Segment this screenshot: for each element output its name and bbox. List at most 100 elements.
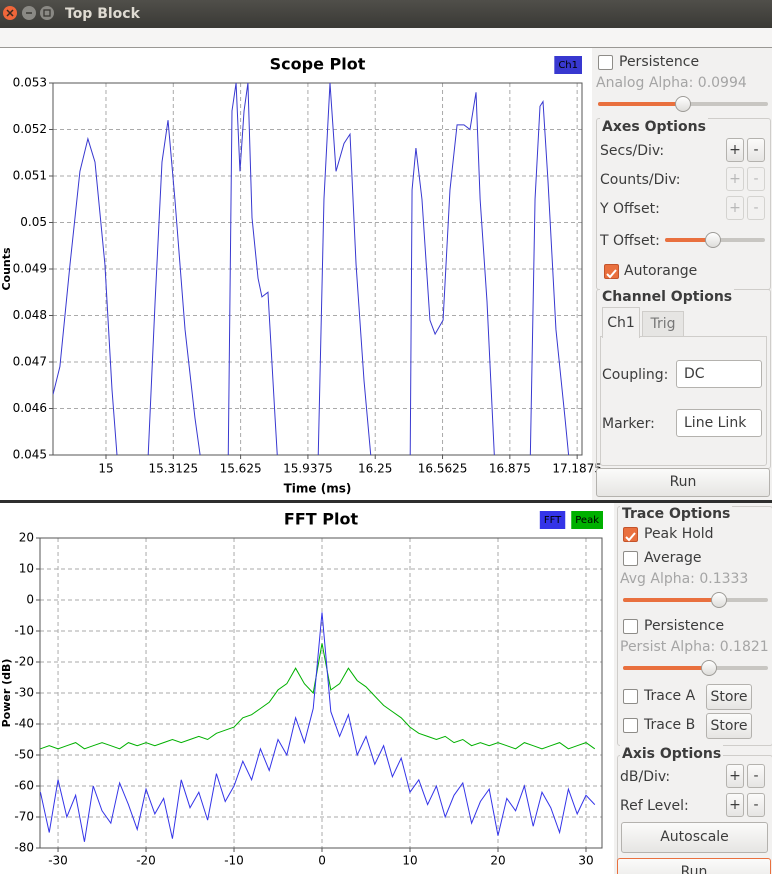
legend-label: FFT [544, 515, 562, 526]
label: Persist Alpha: 0.1821 [620, 639, 769, 655]
label: Marker: [602, 416, 655, 432]
button: + [726, 196, 744, 220]
checkbox[interactable] [623, 689, 638, 704]
y-tick-label: 0.047 [13, 355, 47, 369]
window-title: Top Block [65, 6, 141, 22]
tab[interactable]: Trig [642, 311, 684, 337]
x-tick-label: -10 [224, 854, 244, 868]
run-button[interactable]: Run [596, 468, 770, 497]
checkbox[interactable] [604, 264, 619, 279]
title-bar [0, 0, 772, 28]
label: Coupling: [602, 367, 669, 383]
plot-frame [52, 82, 583, 456]
legend-swatch [571, 511, 603, 529]
close-icon [6, 9, 14, 17]
combo-box[interactable]: Line Link [676, 409, 762, 437]
button[interactable]: + [726, 793, 744, 817]
y-tick-label: -50 [14, 748, 34, 762]
maximize-icon [43, 9, 51, 17]
store-button[interactable]: Store [706, 713, 752, 739]
slider[interactable] [623, 592, 768, 608]
button[interactable]: - [747, 764, 765, 788]
legend-swatch [554, 56, 582, 74]
y-tick-label: 0.052 [13, 122, 47, 136]
x-tick-label: 16.5625 [418, 462, 468, 476]
y-tick-label: 10 [19, 562, 34, 576]
x-tick-label: 16.875 [489, 462, 531, 476]
group-title: Trace Options [620, 505, 733, 523]
label: Counts/Div: [600, 172, 681, 188]
x-tick-label: 15 [98, 462, 113, 476]
checkbox[interactable] [623, 527, 638, 542]
x-tick-label: 20 [490, 854, 505, 868]
checkbox[interactable] [623, 619, 638, 634]
y-tick-label: 0.05 [20, 215, 47, 229]
group-title: Axes Options [600, 118, 708, 136]
button[interactable]: + [726, 764, 744, 788]
y-axis-label: Power (dB) [0, 659, 13, 728]
button: - [747, 196, 765, 220]
y-axis-label: Counts [0, 247, 13, 291]
y-tick-label: -40 [14, 717, 34, 731]
label: Autorange [624, 263, 698, 279]
plot-frame [39, 537, 603, 849]
checkbox[interactable] [623, 718, 638, 733]
series-line [40, 643, 596, 750]
group-title: Axis Options [620, 745, 724, 763]
button[interactable]: - [747, 793, 765, 817]
combo-box[interactable]: DC [676, 360, 762, 388]
y-tick-label: -60 [14, 779, 34, 793]
x-tick-label: 17.1875 [552, 462, 602, 476]
y-tick-label: 0.051 [13, 169, 47, 183]
label: Analog Alpha: 0.0994 [596, 75, 747, 91]
checkbox[interactable] [598, 55, 613, 70]
x-tick-label: 16.25 [358, 462, 392, 476]
x-tick-label: 30 [578, 854, 593, 868]
button: - [747, 167, 765, 191]
y-tick-label: 0.048 [13, 308, 47, 322]
checkbox[interactable] [623, 551, 638, 566]
y-tick-label: 0.046 [13, 401, 47, 415]
slider[interactable] [598, 96, 768, 112]
series-line [53, 83, 570, 455]
label: Y Offset: [600, 201, 660, 217]
label: Trace A [644, 688, 696, 704]
y-tick-label: -70 [14, 810, 34, 824]
label: T Offset: [600, 233, 660, 249]
slider[interactable] [623, 660, 768, 676]
x-tick-label: -20 [136, 854, 156, 868]
button: + [726, 167, 744, 191]
chart-title: Scope Plot [270, 55, 366, 74]
autoscale-button[interactable]: Autoscale [621, 822, 768, 853]
series-line [40, 612, 596, 842]
y-tick-label: -20 [14, 655, 34, 669]
slider[interactable] [665, 232, 765, 248]
separator [0, 500, 772, 503]
chart-title: FFT Plot [284, 510, 359, 529]
y-tick-label: -30 [14, 686, 34, 700]
y-tick-label: 20 [19, 531, 34, 545]
x-tick-label: 15.625 [220, 462, 262, 476]
maximize-button[interactable] [40, 6, 54, 20]
button[interactable]: + [726, 138, 744, 162]
label: Trace B [644, 717, 696, 733]
x-tick-label: 15.9375 [283, 462, 333, 476]
label: Peak Hold [644, 526, 714, 542]
y-tick-label: 0 [26, 593, 34, 607]
label: Ref Level: [620, 798, 689, 814]
store-button[interactable]: Store [706, 684, 752, 710]
toolbar [0, 28, 772, 47]
label: Avg Alpha: 0.1333 [620, 571, 749, 587]
x-tick-label: -30 [48, 854, 68, 868]
x-tick-label: 0 [318, 854, 326, 868]
run-button[interactable]: Run [617, 858, 771, 874]
y-tick-label: -10 [14, 624, 34, 638]
tab[interactable]: Ch1 [602, 307, 640, 338]
y-tick-label: -80 [14, 841, 34, 855]
label: Average [644, 550, 702, 566]
x-tick-label: 10 [402, 854, 417, 868]
legend-label: Ch1 [558, 60, 578, 71]
button[interactable]: - [747, 138, 765, 162]
